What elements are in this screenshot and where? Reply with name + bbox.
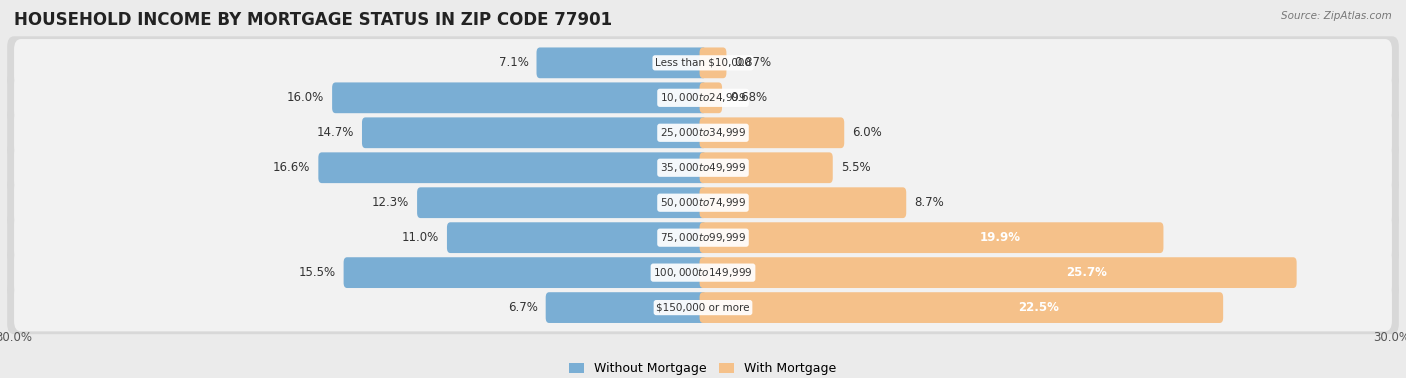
Text: 6.7%: 6.7% [508, 301, 537, 314]
FancyBboxPatch shape [700, 82, 723, 113]
FancyBboxPatch shape [7, 106, 1399, 160]
FancyBboxPatch shape [14, 249, 1392, 296]
Text: 15.5%: 15.5% [298, 266, 336, 279]
FancyBboxPatch shape [14, 144, 1392, 192]
FancyBboxPatch shape [361, 118, 706, 148]
FancyBboxPatch shape [14, 74, 1392, 122]
FancyBboxPatch shape [7, 176, 1399, 229]
Text: HOUSEHOLD INCOME BY MORTGAGE STATUS IN ZIP CODE 77901: HOUSEHOLD INCOME BY MORTGAGE STATUS IN Z… [14, 11, 612, 29]
FancyBboxPatch shape [700, 292, 1223, 323]
Text: 11.0%: 11.0% [402, 231, 439, 244]
FancyBboxPatch shape [14, 109, 1392, 156]
Text: 7.1%: 7.1% [499, 56, 529, 69]
Text: $100,000 to $149,999: $100,000 to $149,999 [654, 266, 752, 279]
FancyBboxPatch shape [418, 187, 706, 218]
Text: $75,000 to $99,999: $75,000 to $99,999 [659, 231, 747, 244]
Text: 25.7%: 25.7% [1066, 266, 1107, 279]
Text: 16.0%: 16.0% [287, 91, 323, 104]
FancyBboxPatch shape [14, 284, 1392, 332]
Text: $150,000 or more: $150,000 or more [657, 303, 749, 313]
Text: 16.6%: 16.6% [273, 161, 311, 174]
FancyBboxPatch shape [546, 292, 706, 323]
Text: 0.87%: 0.87% [734, 56, 772, 69]
Text: Source: ZipAtlas.com: Source: ZipAtlas.com [1281, 11, 1392, 21]
FancyBboxPatch shape [318, 152, 706, 183]
FancyBboxPatch shape [7, 281, 1399, 334]
FancyBboxPatch shape [7, 211, 1399, 264]
FancyBboxPatch shape [343, 257, 706, 288]
Legend: Without Mortgage, With Mortgage: Without Mortgage, With Mortgage [564, 357, 842, 378]
FancyBboxPatch shape [14, 39, 1392, 87]
Text: 14.7%: 14.7% [316, 126, 354, 139]
FancyBboxPatch shape [14, 179, 1392, 226]
FancyBboxPatch shape [700, 48, 727, 78]
FancyBboxPatch shape [7, 141, 1399, 194]
Text: 6.0%: 6.0% [852, 126, 882, 139]
FancyBboxPatch shape [7, 36, 1399, 90]
Text: 12.3%: 12.3% [371, 196, 409, 209]
FancyBboxPatch shape [700, 152, 832, 183]
FancyBboxPatch shape [700, 118, 844, 148]
Text: 0.68%: 0.68% [730, 91, 768, 104]
FancyBboxPatch shape [447, 222, 706, 253]
Text: 19.9%: 19.9% [980, 231, 1021, 244]
Text: $10,000 to $24,999: $10,000 to $24,999 [659, 91, 747, 104]
FancyBboxPatch shape [14, 214, 1392, 262]
Text: $35,000 to $49,999: $35,000 to $49,999 [659, 161, 747, 174]
FancyBboxPatch shape [332, 82, 706, 113]
FancyBboxPatch shape [7, 246, 1399, 299]
FancyBboxPatch shape [700, 187, 907, 218]
FancyBboxPatch shape [700, 222, 1163, 253]
FancyBboxPatch shape [7, 71, 1399, 124]
Text: 22.5%: 22.5% [1018, 301, 1059, 314]
Text: $50,000 to $74,999: $50,000 to $74,999 [659, 196, 747, 209]
Text: $25,000 to $34,999: $25,000 to $34,999 [659, 126, 747, 139]
Text: 5.5%: 5.5% [841, 161, 870, 174]
FancyBboxPatch shape [537, 48, 706, 78]
FancyBboxPatch shape [700, 257, 1296, 288]
Text: Less than $10,000: Less than $10,000 [655, 58, 751, 68]
Text: 8.7%: 8.7% [914, 196, 943, 209]
